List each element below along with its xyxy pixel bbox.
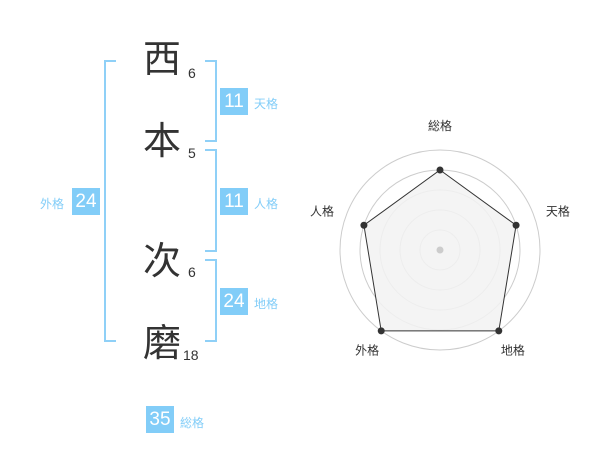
stroke-count-4: 18: [183, 347, 199, 363]
name-char-3: 次: [142, 239, 181, 283]
gaikaku-bracket: [104, 60, 116, 342]
axis-label: 外格: [355, 342, 379, 357]
data-point: [495, 327, 503, 335]
axis-label: 地格: [501, 342, 525, 357]
soukaku-value: 35: [146, 406, 174, 433]
axis-label: 人格: [310, 204, 334, 219]
axis-label: 総格: [428, 118, 452, 133]
center-point: [436, 246, 444, 254]
name-char-2: 本: [142, 119, 181, 163]
tenkaku-bracket: [205, 60, 217, 142]
jinkaku-bracket: [205, 149, 217, 252]
chikaku-label: 地格: [254, 297, 279, 311]
axis-label: 天格: [546, 204, 570, 219]
name-char-1: 西: [142, 37, 181, 81]
soukaku-label: 総格: [180, 416, 205, 430]
stroke-count-3: 6: [188, 264, 196, 280]
tenkaku-label: 天格: [254, 97, 279, 111]
data-point: [512, 221, 520, 229]
chikaku-bracket: [205, 259, 217, 342]
data-point: [360, 221, 368, 229]
jinkaku-label: 人格: [254, 197, 279, 211]
gaikaku-value: 24: [72, 188, 100, 215]
stroke-count-1: 6: [188, 65, 196, 81]
chikaku-value: 24: [220, 288, 248, 315]
stroke-count-2: 5: [188, 145, 196, 161]
tenkaku-value: 11: [220, 88, 248, 115]
grid-ring: [339, 149, 541, 351]
data-point: [436, 166, 444, 174]
gaikaku-label: 外格: [40, 197, 65, 211]
name-char-4: 磨: [142, 321, 181, 365]
data-point: [377, 327, 385, 335]
jinkaku-value: 11: [220, 188, 248, 215]
